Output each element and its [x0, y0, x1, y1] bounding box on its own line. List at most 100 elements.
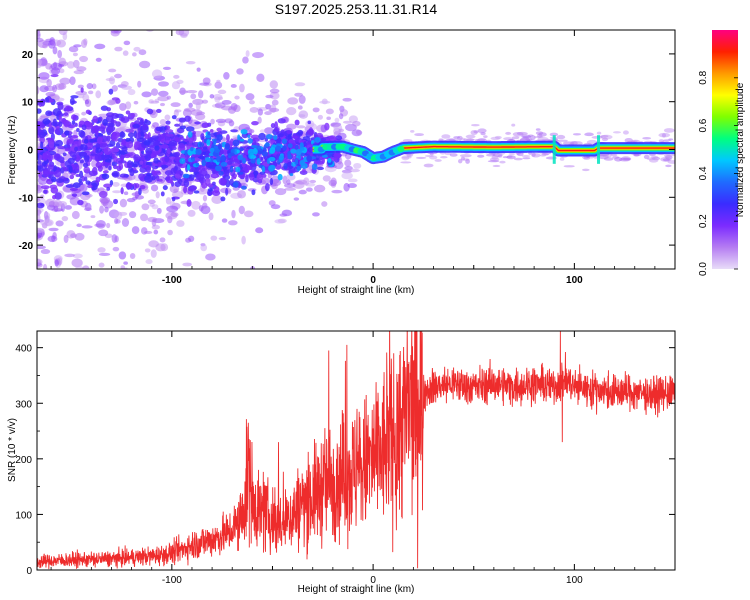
spectrogram-noise-blob	[414, 133, 424, 137]
spectrogram-noise-blob	[251, 189, 256, 196]
spectrogram-noise-blob	[584, 132, 594, 137]
spectrogram-noise-blob	[144, 278, 156, 285]
spectrogram-noise-blob	[658, 132, 671, 138]
spectrogram-noise-blob	[63, 234, 69, 244]
spectrogram-noise-blob	[330, 157, 338, 161]
spectrogram-x-tick-label: 0	[370, 275, 376, 286]
spectrogram-noise-blob	[141, 187, 149, 194]
spectrogram-noise-blob	[75, 90, 88, 96]
spectrogram-noise-blob	[79, 159, 85, 164]
spectrogram-noise-blob	[341, 152, 348, 157]
spectrogram-noise-blob	[78, 139, 82, 146]
spectrogram-noise-blob	[96, 147, 102, 153]
spectrogram-noise-blob	[37, 258, 43, 266]
spectrogram-noise-blob	[572, 133, 582, 136]
spectrogram-noise-blob	[56, 39, 67, 48]
spectrogram-noise-blob	[174, 151, 181, 157]
spectrogram-noise-blob	[242, 56, 249, 64]
spectrogram-noise-blob	[58, 68, 65, 74]
spectrogram-noise-blob	[125, 128, 134, 133]
spectrogram-noise-blob	[278, 155, 285, 161]
spectrogram-noise-blob	[537, 133, 543, 138]
spectrogram-noise-blob	[76, 66, 87, 72]
spectrogram-noise-blob	[315, 160, 324, 165]
spectrogram-noise-blob	[149, 203, 155, 207]
spectrogram-noise-blob	[291, 135, 298, 139]
spectrogram-noise-blob	[194, 121, 201, 125]
spectrogram-noise-blob	[216, 127, 222, 132]
spectrogram-noise-blob	[104, 206, 109, 213]
spectrogram-noise-blob	[505, 131, 512, 135]
spectrogram-noise-blob	[46, 78, 52, 87]
spectrogram-noise-blob	[40, 219, 53, 226]
spectrogram-noise-blob	[521, 134, 532, 139]
spectrogram-noise-blob	[71, 120, 76, 125]
spectrogram-noise-blob	[286, 173, 296, 181]
spectrogram-noise-blob	[478, 138, 486, 141]
spectrogram-noise-blob	[610, 153, 618, 157]
spectrogram-noise-blob	[165, 197, 172, 205]
spectrogram-noise-blob	[85, 109, 91, 115]
spectrogram-noise-blob	[152, 122, 159, 128]
spectrogram-noise-blob	[264, 111, 272, 116]
spectrogram-noise-blob	[84, 155, 90, 163]
spectrogram-noise-blob	[348, 168, 361, 173]
spectrogram-noise-blob	[556, 134, 566, 140]
spectrogram-noise-blob	[487, 160, 500, 163]
spectrogram-noise-blob	[49, 0, 58, 2]
spectrogram-noise-blob	[112, 164, 118, 170]
spectrogram-noise-blob	[288, 139, 295, 144]
spectrogram-noise-blob	[174, 172, 181, 179]
spectrogram-noise-blob	[241, 235, 246, 245]
spectrogram-noise-blob	[118, 211, 128, 216]
spectrogram-noise-blob	[207, 183, 214, 188]
spectrogram-noise-blob	[215, 165, 222, 172]
spectrogram-noise-blob	[209, 147, 215, 153]
spectrogram-noise-blob	[101, 173, 110, 180]
spectrogram-noise-blob	[306, 155, 313, 162]
spectrogram-noise-blob	[153, 157, 159, 164]
spectrogram-noise-blob	[95, 161, 103, 169]
spectrogram-noise-blob	[84, 99, 90, 105]
spectrogram-noise-blob	[54, 192, 62, 200]
figure-title: S197.2025.253.11.31.R14	[275, 1, 438, 17]
spectrogram-noise-blob	[206, 139, 211, 146]
spectrogram-noise-blob	[188, 102, 193, 108]
spectrogram-noise-blob	[169, 178, 173, 184]
spectrogram-noise-blob	[95, 176, 101, 183]
spectrogram-noise-blob	[294, 119, 300, 126]
spectrogram-noise-blob	[562, 141, 575, 145]
spectrogram-noise-blob	[298, 189, 307, 195]
spectrogram-noise-blob	[44, 97, 50, 103]
spectrogram-noise-blob	[84, 176, 88, 182]
spectrogram-noise-blob	[613, 131, 621, 134]
colorbar-tick-label: 0.8	[698, 70, 709, 84]
spectrogram-noise-blob	[115, 219, 121, 224]
spectrogram-noise-blob	[237, 190, 246, 199]
spectrogram-noise-blob	[174, 109, 182, 113]
spectrogram-noise-blob	[156, 207, 162, 214]
spectrogram-noise-blob	[96, 286, 108, 290]
snr-ticks: -100 0 100 0 100 200 300 400	[15, 331, 675, 586]
spectrogram-noise-blob	[257, 108, 264, 116]
spectrogram-noise-blob	[47, 39, 56, 49]
spectrogram-noise-blob	[98, 229, 109, 237]
snr-x-tick-label: 0	[370, 575, 376, 586]
spectrogram-noise-blob	[86, 82, 94, 90]
spectrogram-noise-blob	[120, 265, 126, 269]
spectrogram-noise-blob	[406, 152, 414, 158]
spectrogram-y-axis-label: Frequency (Hz)	[7, 116, 18, 185]
spectrogram-noise-blob	[187, 185, 197, 192]
spectrogram-noise-blob	[176, 79, 184, 84]
spectrogram-noise-blob	[535, 128, 541, 131]
spectrogram-noise-blob	[146, 108, 154, 115]
spectrogram-noise-blob	[663, 139, 672, 142]
spectrogram-noise-blob	[40, 185, 50, 190]
spectrogram-noise-blob	[39, 154, 43, 161]
spectrogram-noise-blob	[530, 135, 536, 141]
spectrogram-noise-blob	[67, 124, 76, 129]
spectrogram-noise-blob	[102, 0, 106, 1]
spectrogram-noise-blob	[277, 173, 283, 181]
spectrogram-noise-blob	[259, 171, 266, 175]
spectrogram-noise-blob	[110, 134, 117, 142]
